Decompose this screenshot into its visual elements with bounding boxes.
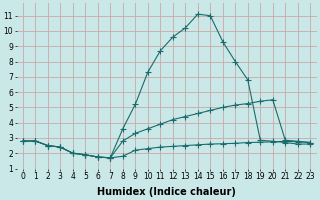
X-axis label: Humidex (Indice chaleur): Humidex (Indice chaleur) — [97, 187, 236, 197]
